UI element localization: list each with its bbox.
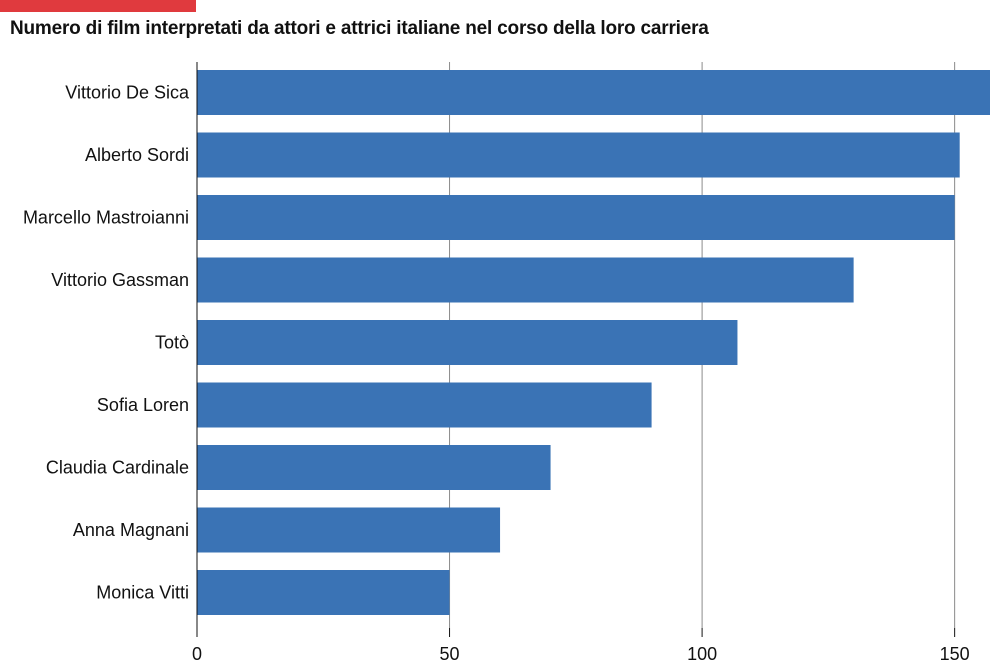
- x-tick-label-1: 50: [440, 644, 460, 664]
- category-label-2: Marcello Mastroianni: [23, 208, 189, 228]
- bar-3: [197, 257, 854, 303]
- x-tick-label-2: 100: [687, 644, 717, 664]
- bar-4: [197, 320, 738, 365]
- category-label-1: Alberto Sordi: [85, 145, 189, 165]
- x-tick-label-0: 0: [192, 644, 202, 664]
- bar-0: [197, 70, 990, 115]
- accent-bar: [0, 0, 196, 12]
- x-tick-label-3: 150: [940, 644, 970, 664]
- bar-5: [197, 382, 652, 428]
- category-label-5: Sofia Loren: [97, 395, 189, 415]
- category-label-4: Totò: [155, 333, 189, 353]
- category-label-6: Claudia Cardinale: [46, 458, 189, 478]
- category-label-3: Vittorio Gassman: [51, 270, 189, 290]
- bar-2: [197, 195, 955, 240]
- bar-7: [197, 507, 501, 553]
- bar-8: [197, 570, 450, 615]
- category-label-0: Vittorio De Sica: [65, 83, 190, 103]
- bar-6: [197, 445, 551, 490]
- category-label-8: Monica Vitti: [96, 583, 189, 603]
- chart-title: Numero di film interpretati da attori e …: [10, 18, 709, 39]
- bar-1: [197, 132, 960, 178]
- category-label-7: Anna Magnani: [73, 520, 189, 540]
